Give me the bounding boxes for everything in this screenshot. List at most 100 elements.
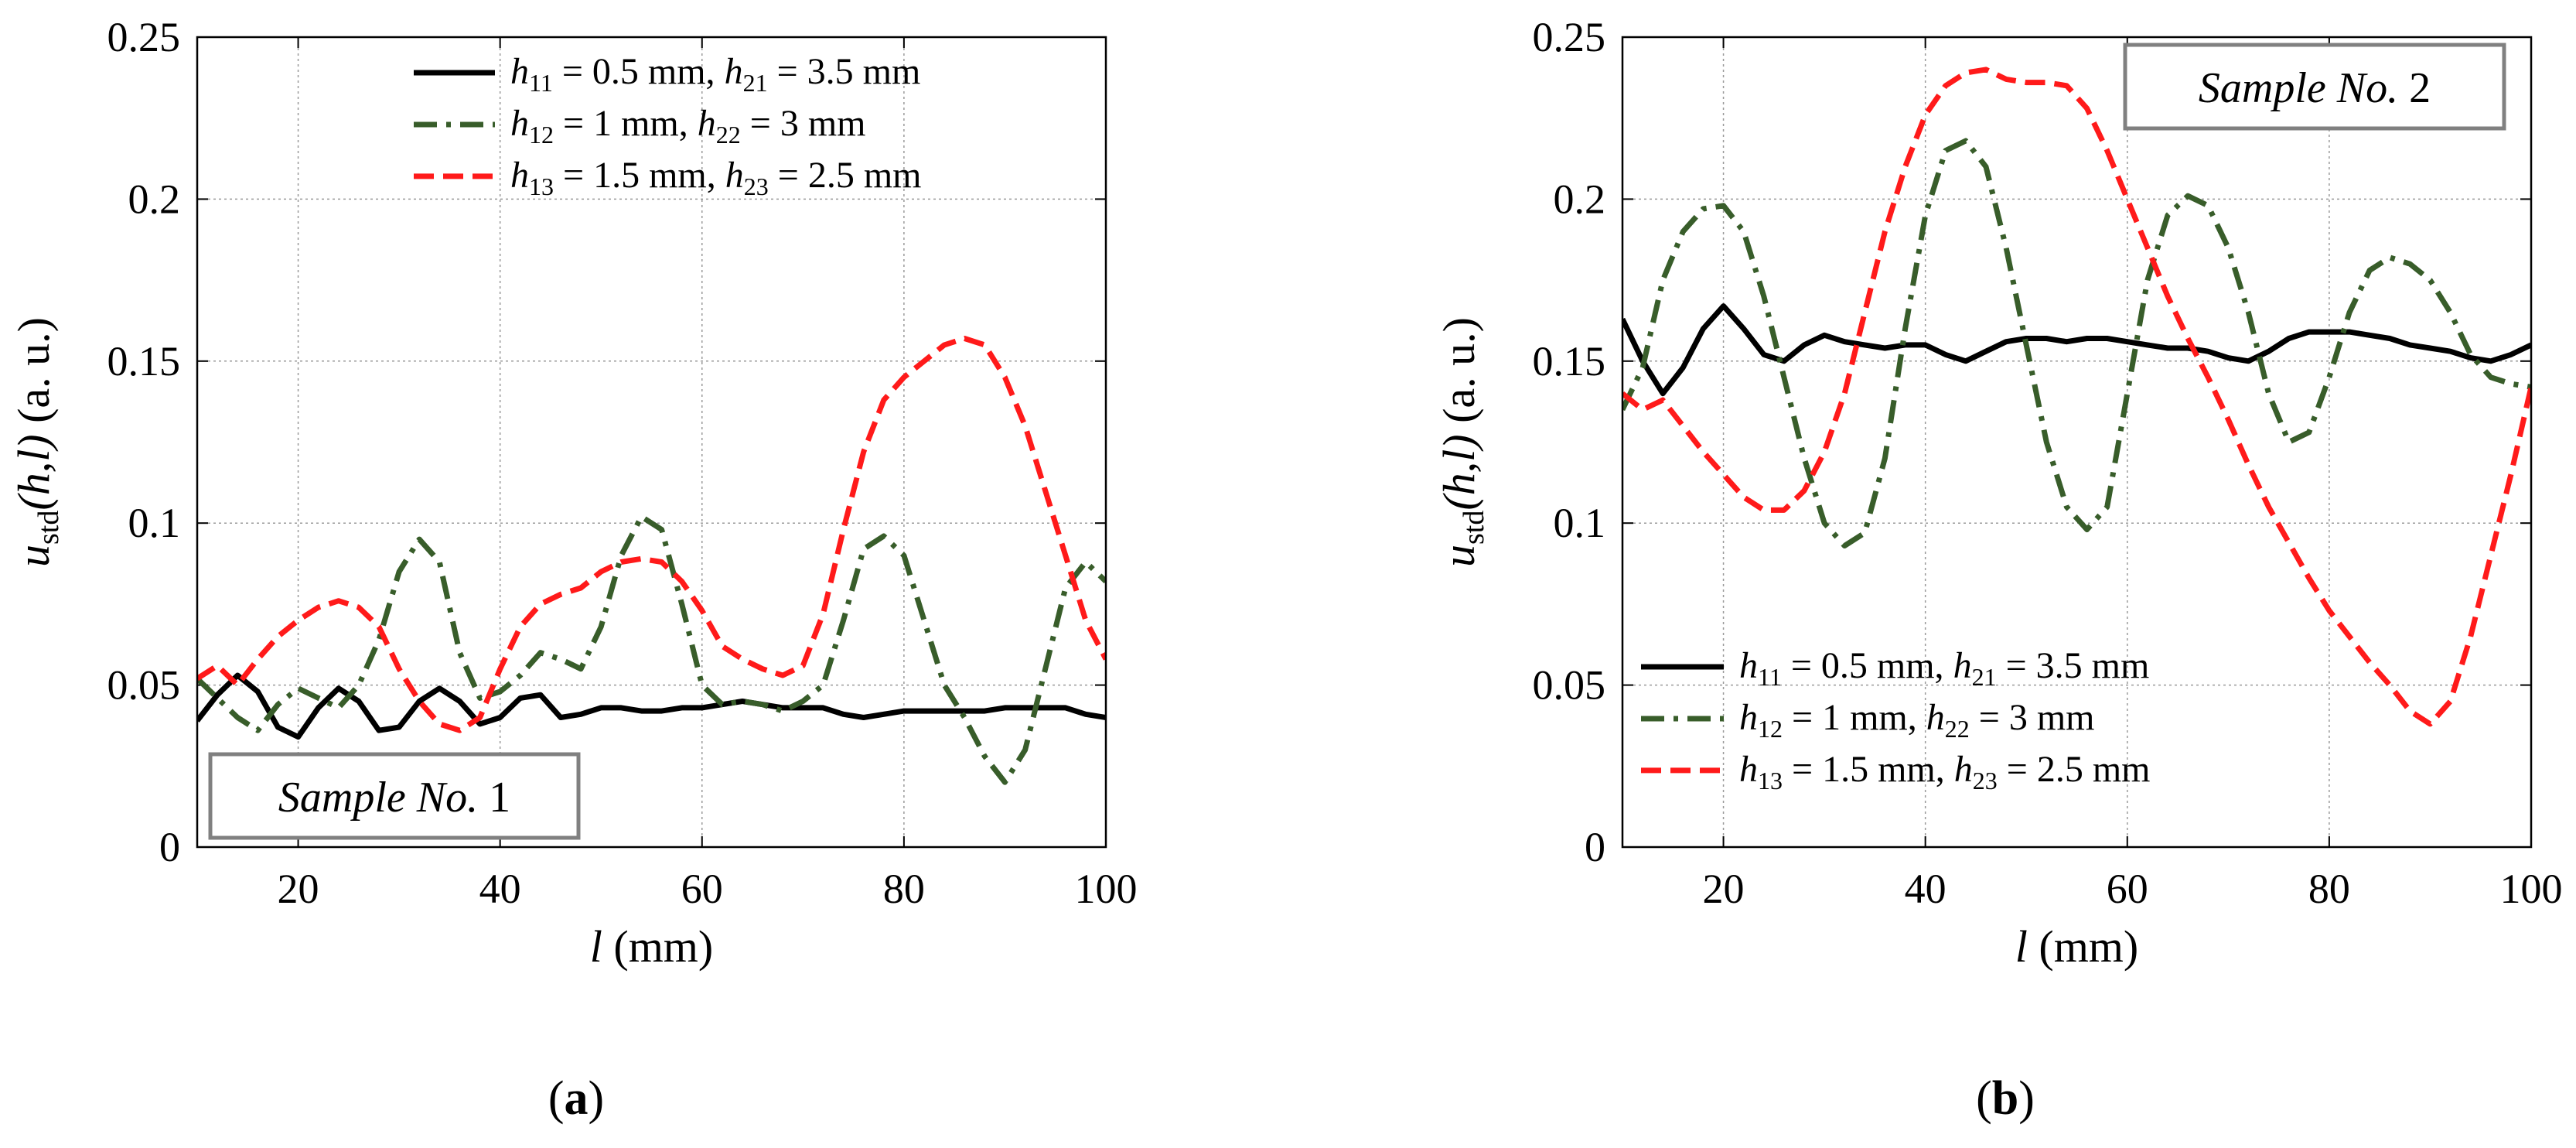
series-group <box>1622 67 2531 727</box>
legend-h-symbol: h <box>1926 697 1945 738</box>
plot-frame <box>1621 36 2533 849</box>
y-axis-subscript: std <box>1458 511 1490 545</box>
legend-entry-2: h12 = 1 mm, h22 = 3 mm <box>510 103 866 149</box>
y-axis-unit: (a. u.) <box>9 317 59 434</box>
legend-h-subscript: 22 <box>1945 715 1970 743</box>
x-axis-unit: (mm) <box>602 921 713 972</box>
x-tick-label: 60 <box>2107 866 2148 912</box>
x-tick-label: 100 <box>1075 866 1138 912</box>
y-tick-label: 0.2 <box>128 176 181 222</box>
panel-label: (a) <box>548 1072 604 1125</box>
sample-annotation-text: Sample No. <box>2199 64 2409 112</box>
y-tick-label: 0.05 <box>107 662 181 709</box>
x-tick-label: 80 <box>883 866 925 912</box>
legend-h-symbol: h <box>510 155 529 196</box>
y-tick-label: 0 <box>1585 824 1605 870</box>
y-tick-label: 0.15 <box>1533 338 1606 384</box>
y-axis-subscript: std <box>32 511 65 545</box>
y-axis-label: ustd(h,l) (a. u.) <box>1434 317 1490 567</box>
legend-h-value: = 1.5 mm, <box>1783 749 1954 790</box>
legend-h-subscript: 12 <box>1758 715 1783 743</box>
x-tick-label: 100 <box>2500 866 2563 912</box>
panel-label-open: ( <box>548 1072 565 1125</box>
legend-h-value: = 0.5 mm, <box>1782 645 1953 686</box>
legend-h-subscript: 22 <box>716 121 741 149</box>
panel-label-letter: b <box>1992 1072 2018 1125</box>
legend-h-symbol: h <box>1739 697 1758 738</box>
y-axis-symbol: u <box>9 545 59 567</box>
series-line-2 <box>197 514 1106 785</box>
legend-h-subscript: 23 <box>744 173 769 200</box>
legend-h-value: = 1 mm, <box>1783 697 1926 738</box>
panel-label-open: ( <box>1976 1072 1992 1125</box>
panel-label-close: ) <box>589 1072 605 1125</box>
y-tick-label: 0.2 <box>1554 176 1606 222</box>
legend-entry-3: h13 = 1.5 mm, h23 = 2.5 mm <box>1739 749 2151 794</box>
y-axis-args: (h,l) <box>1434 434 1484 510</box>
sample-annotation-number: 2 <box>2409 64 2431 112</box>
legend-h-subscript: 23 <box>1973 767 1998 794</box>
legend-h-subscript: 13 <box>529 173 554 200</box>
sample-annotation-box <box>2123 43 2506 131</box>
y-tick-label: 0.05 <box>1533 662 1606 709</box>
x-axis-label: l (mm) <box>590 921 713 972</box>
x-tick-label: 60 <box>681 866 723 912</box>
panel-label-letter: a <box>565 1072 589 1125</box>
legend-h-symbol: h <box>510 103 529 144</box>
legend-h-value: = 2.5 mm <box>769 155 922 196</box>
y-tick-label: 0.1 <box>1554 500 1606 546</box>
legend-h-value: = 3.5 mm <box>1997 645 2150 686</box>
legend-h-symbol: h <box>725 155 744 196</box>
y-axis-symbol: u <box>1434 545 1484 567</box>
x-tick-label: 40 <box>1905 866 1947 912</box>
legend-h-symbol: h <box>1953 645 1972 686</box>
legend-h-symbol: h <box>1954 749 1973 790</box>
x-tick-label: 80 <box>2308 866 2350 912</box>
legend-entry-1: h11 = 0.5 mm, h21 = 3.5 mm <box>510 51 920 97</box>
chart-panel-a: 20 40 60 80 100 0 0.05 0.1 0.15 0.2 0.25 l (mm) ustd… <box>9 14 1138 1125</box>
plot-frame <box>196 36 1107 849</box>
sample-annotation: Sample No. 1 <box>278 774 510 822</box>
x-axis-label: l (mm) <box>2015 921 2138 972</box>
panel-label: (b) <box>1976 1072 2035 1125</box>
series-line-2 <box>1622 138 2531 548</box>
legend-entry-2: h12 = 1 mm, h22 = 3 mm <box>1739 697 2095 743</box>
sample-annotation-text: Sample No. <box>278 774 489 822</box>
y-tick-label: 0.25 <box>107 14 181 60</box>
legend-h-value: = 1.5 mm, <box>554 155 725 196</box>
series-line-3 <box>197 336 1106 733</box>
y-tick-label: 0.15 <box>107 338 181 384</box>
legend-h-subscript: 12 <box>529 121 554 149</box>
series-line-1 <box>1622 303 2531 397</box>
legend-h-symbol: h <box>1739 749 1758 790</box>
legend-h-symbol: h <box>1739 645 1758 686</box>
x-axis-symbol: l <box>590 921 602 972</box>
x-axis-symbol: l <box>2015 921 2028 972</box>
legend-h-subscript: 21 <box>743 69 768 97</box>
sample-annotation-number: 1 <box>489 774 510 822</box>
legend-h-subscript: 11 <box>529 69 553 97</box>
sample-annotation-box <box>208 752 581 840</box>
sample-annotation: Sample No. 2 <box>2199 64 2431 112</box>
legend-h-value: = 3 mm <box>1970 697 2095 738</box>
legend-h-symbol: h <box>510 51 529 92</box>
legend-h-value: = 0.5 mm, <box>553 51 725 92</box>
legend-h-value: = 3 mm <box>741 103 866 144</box>
x-tick-label: 40 <box>479 866 521 912</box>
legend-h-symbol: h <box>698 103 716 144</box>
series-line-3 <box>1622 67 2531 727</box>
legend-h-value: = 1 mm, <box>554 103 698 144</box>
y-tick-label: 0.1 <box>128 500 181 546</box>
x-tick-label: 20 <box>1703 866 1745 912</box>
legend-h-subscript: 11 <box>1758 663 1782 691</box>
y-axis-args: (h,l) <box>9 434 59 510</box>
legend-h-value: = 3.5 mm <box>768 51 921 92</box>
y-tick-label: 0 <box>159 824 180 870</box>
legend-h-subscript: 21 <box>1972 663 1997 691</box>
legend-entry-1: h11 = 0.5 mm, h21 = 3.5 mm <box>1739 645 2149 691</box>
chart-panel-b: 20 40 60 80 100 0 0.05 0.1 0.15 0.2 0.25 l (mm) ustd… <box>1434 14 2563 1125</box>
legend-entry-3: h13 = 1.5 mm, h23 = 2.5 mm <box>510 155 922 200</box>
